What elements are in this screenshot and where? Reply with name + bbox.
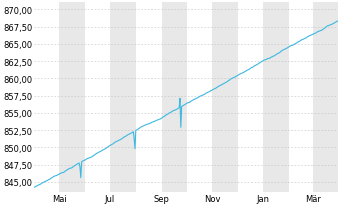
Bar (313, 4, 338, 192)
Bar (212, 4, 237, 192)
Bar (162, 4, 187, 192)
Bar (59, 4, 85, 192)
Bar (263, 4, 289, 192)
Bar (110, 4, 136, 192)
